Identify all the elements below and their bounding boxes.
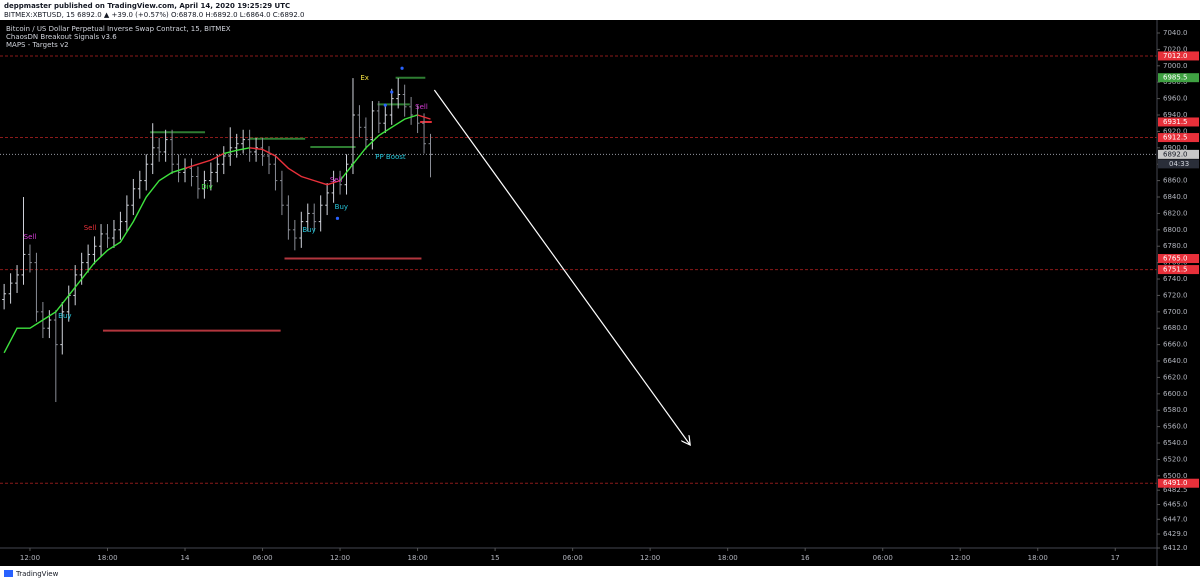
y-tick-label: 6600.0 [1163,390,1188,398]
chart-title: Bitcoin / US Dollar Perpetual Inverse Sw… [6,25,231,33]
price-label-box [1158,73,1199,83]
y-tick-label: 6980.0 [1163,78,1188,86]
price-label-box [1158,149,1199,159]
y-tick-label: 6860.0 [1163,177,1188,185]
y-tick-label: 6640.0 [1163,357,1188,365]
ma-line [3,114,418,354]
y-tick-label: 6940.0 [1163,111,1188,119]
y-tick-label: 6700.0 [1163,308,1188,316]
y-tick-label: 6500.0 [1163,472,1188,480]
y-tick-label: 6660.0 [1163,341,1188,349]
chart-background [0,20,1200,566]
x-tick-label: 15 [491,554,500,562]
signal-dot [400,66,404,70]
price-label-box [1158,133,1199,143]
y-tick-label: 6820.0 [1163,209,1188,217]
signal-label: Buy [335,203,348,211]
y-tick-label: 6620.0 [1163,373,1188,381]
signal-dot [335,216,340,220]
price-label-box [1158,254,1199,264]
y-tick-label: 6429.0 [1163,530,1188,538]
y-tick-label: 6680.0 [1163,324,1188,332]
x-tick-label: 12:00 [640,554,660,562]
y-tick-label: 6800.0 [1163,226,1188,234]
x-tick-label: 18:00 [1028,554,1048,562]
y-tick-label: 6520.0 [1163,455,1188,463]
x-tick-label: 16 [801,554,810,562]
indicator-name: MAPS - Targets v2 [6,41,69,49]
y-tick-label: 6580.0 [1163,406,1188,414]
signal-label: Div [201,183,212,191]
signal-dot [390,90,394,94]
y-tick-label: 7040.0 [1163,29,1188,37]
signal-label: Ex [360,74,369,82]
y-tick-label: 6412.0 [1163,544,1188,552]
y-tick-label: 6447.0 [1163,515,1188,523]
y-tick-label: 6540.0 [1163,439,1188,447]
signal-label: PP Boost [375,153,406,161]
y-tick-label: 7000.0 [1163,62,1188,70]
y-tick-label: 6960.0 [1163,95,1188,103]
y-tick-label: 6740.0 [1163,275,1188,283]
x-tick-label: 17 [1111,554,1120,562]
x-tick-label: 06:00 [563,554,583,562]
ma-line [184,114,431,186]
signal-label: Sell [84,224,97,232]
y-tick-label: 6840.0 [1163,193,1188,201]
y-tick-label: 7020.0 [1163,45,1188,53]
x-tick-label: 18:00 [407,554,427,562]
y-tick-label: 6900.0 [1163,144,1188,152]
signal-label: Sell [415,103,428,111]
header-line: deppmaster published on TradingView.com,… [4,2,290,10]
price-label-box [1158,478,1199,488]
trend-arrow [433,89,690,445]
price-label-box [1158,51,1199,61]
signal-label: Sell [330,176,343,184]
signal-label: Sell [24,233,37,241]
y-tick-label: 6720.0 [1163,291,1188,299]
y-tick-label: 6482.5 [1163,486,1188,494]
price-label: 6985.5 [1163,74,1188,82]
y-tick-label: 6780.0 [1163,242,1188,250]
x-tick-label: 18:00 [97,554,117,562]
footer-brand: TradingView [15,570,59,578]
price-label-box [1158,117,1199,127]
price-label: 7012.0 [1163,52,1188,60]
price-label: 6912.5 [1163,134,1188,142]
signal-label: Buy [58,312,71,320]
x-tick-label: 12:00 [20,554,40,562]
price-label: 6931.5 [1163,118,1188,126]
price-label: 6765.0 [1163,255,1188,263]
price-label: 6892.0 [1163,150,1188,158]
price-label: 6491.0 [1163,479,1188,487]
indicator-name: ChaosDN Breakout Signals v3.6 [6,33,117,41]
x-tick-label: 06:00 [873,554,893,562]
price-label: 6751.5 [1163,266,1188,274]
y-tick-label: 6465.0 [1163,501,1188,509]
y-tick-label: 6920.0 [1163,127,1188,135]
logo-icon [4,570,13,577]
countdown-box [1158,159,1199,169]
countdown: 04:33 [1169,160,1189,168]
signal-dot [383,103,387,107]
y-tick-label: 6560.0 [1163,423,1188,431]
x-tick-label: 12:00 [950,554,970,562]
x-tick-label: 06:00 [252,554,272,562]
x-tick-label: 12:00 [330,554,350,562]
price-label-box [1158,265,1199,275]
x-tick-label: 18:00 [718,554,738,562]
x-tick-label: 14 [181,554,190,562]
header-line: BITMEX:XBTUSD, 15 6892.0 ▲ +39.0 (+0.57%… [4,11,304,19]
signal-label: Buy [302,226,315,234]
